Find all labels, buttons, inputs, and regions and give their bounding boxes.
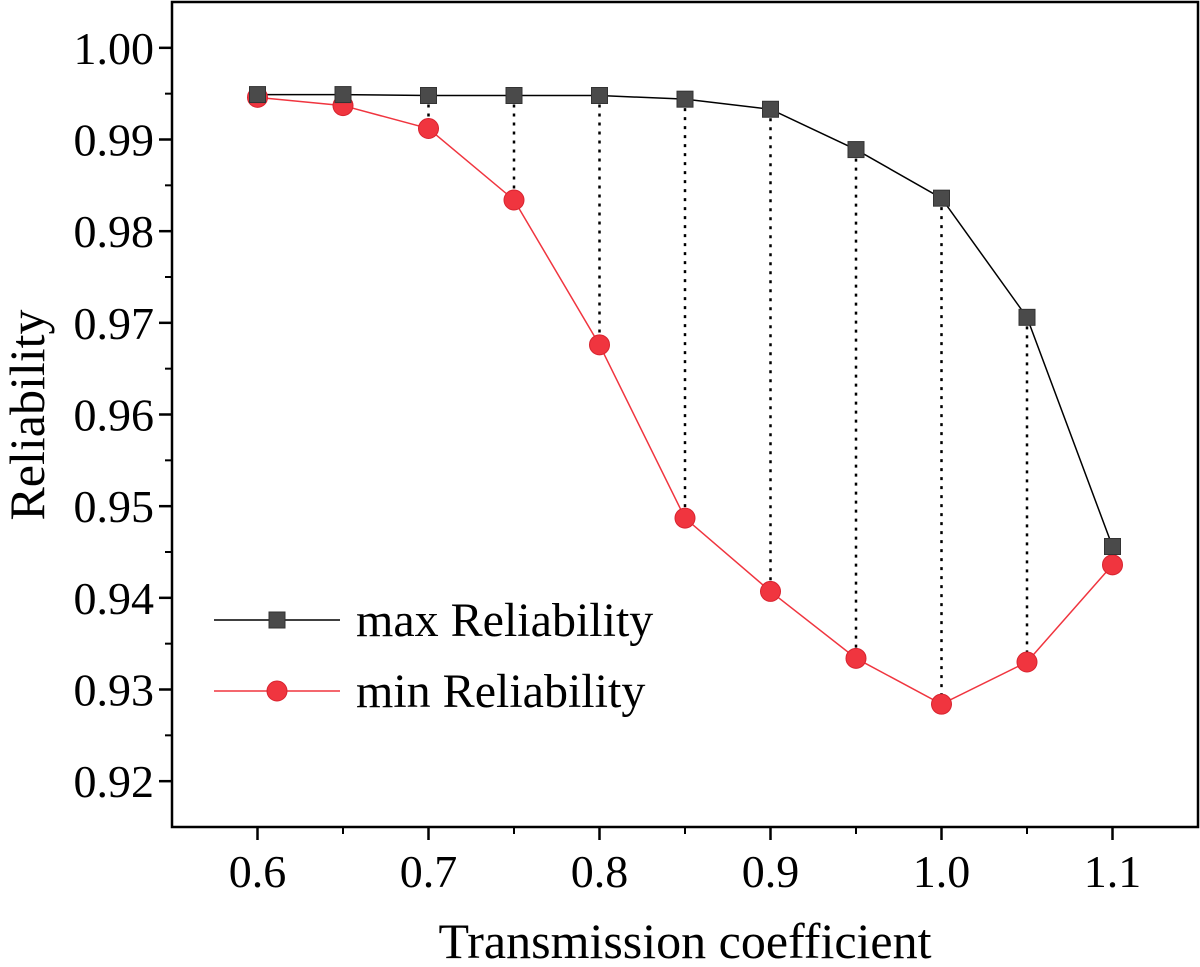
x-tick-label: 1.0 [913,846,971,897]
min-reliability-point [674,507,696,529]
max-reliability-point [420,87,437,104]
x-tick-label: 0.9 [742,846,800,897]
x-tick-label: 0.7 [400,846,458,897]
min-reliability-point [1016,651,1038,673]
legend-marker-min [266,680,288,702]
y-tick-label: 0.96 [74,390,155,441]
x-tick-label: 1.1 [1084,846,1142,897]
x-tick-label: 0.8 [571,846,629,897]
y-tick-label: 0.92 [74,756,155,807]
max-reliability-point [676,90,694,108]
max-reliability-point [505,87,523,104]
y-tick-label: 1.00 [74,23,155,74]
min-reliability-point [845,647,867,669]
y-tick-label: 0.93 [74,665,155,716]
y-tick-label: 0.97 [74,298,155,349]
max-reliability-point [591,87,608,104]
min-reliability-point [418,118,439,139]
tick-labels: 0.92 0.93 0.94 0.95 0.96 0.97 0.98 0.99 1.00 0.6 0… [74,23,1142,897]
x-axis-title: Transmission coefficient [438,913,931,967]
x-tick-label: 0.6 [229,846,287,897]
legend-label-max: max Reliability [356,594,653,647]
max-reliability-point [762,100,779,118]
max-reliability-point [1018,308,1036,326]
y-tick-label: 0.94 [74,573,155,624]
max-reliability-point [1104,538,1121,555]
max-reliability-point [933,189,950,207]
y-tick-label: 0.98 [74,206,155,257]
series-markers [247,86,1123,715]
legend: max Reliability min Reliability [214,594,653,718]
min-reliability-point [931,693,952,715]
axis-ticks [159,46,1114,840]
min-reliability-point [1102,554,1123,576]
max-reliability-point [249,86,266,104]
legend-marker-max [268,611,286,629]
min-reliability-point [760,580,781,602]
y-axis-title: Reliability [0,309,55,520]
max-reliability-point [847,141,865,159]
y-tick-label: 0.95 [74,481,155,532]
min-reliability-point [589,334,610,356]
legend-label-min: min Reliability [356,665,645,718]
max-reliability-point [334,86,352,104]
min-reliability-point [503,189,525,211]
y-tick-label: 0.99 [74,115,155,166]
